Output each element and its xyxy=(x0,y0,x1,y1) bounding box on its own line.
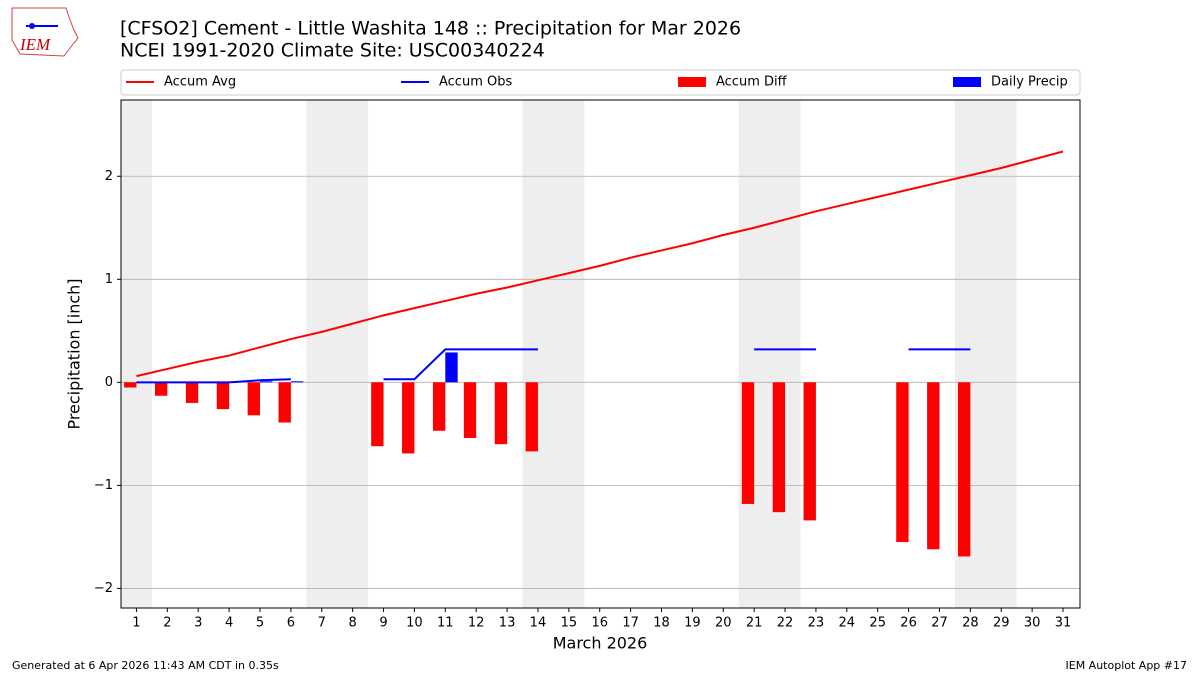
x-tick-label: 2 xyxy=(163,616,171,631)
x-tick-label: 27 xyxy=(931,616,948,631)
y-axis-label: Precipitation [inch] xyxy=(65,278,84,429)
x-tick-label: 30 xyxy=(1024,616,1041,631)
bar xyxy=(247,382,260,416)
x-tick-label: 6 xyxy=(287,616,295,631)
legend-swatch xyxy=(678,77,706,87)
x-axis-label: March 2026 xyxy=(553,634,648,653)
x-tick-label: 9 xyxy=(379,616,387,631)
x-tick-label: 5 xyxy=(256,616,264,631)
shaded-day xyxy=(121,100,152,608)
x-tick-label: 16 xyxy=(591,616,608,631)
logo-text: IEM xyxy=(19,35,51,54)
footer-left: Generated at 6 Apr 2026 11:43 AM CDT in … xyxy=(12,659,279,672)
shaded-day xyxy=(306,100,338,608)
bar xyxy=(371,382,384,447)
shaded-day xyxy=(738,100,770,608)
bar xyxy=(494,382,508,445)
legend-box xyxy=(120,69,1081,96)
y-tick-label: −1 xyxy=(94,478,113,493)
legend-label: Accum Avg xyxy=(164,75,236,90)
x-tick-label: 24 xyxy=(839,616,856,631)
y-tick-label: 0 xyxy=(105,375,113,390)
logo: IEM xyxy=(11,7,79,57)
x-tick-label: 19 xyxy=(684,616,701,631)
shaded-day xyxy=(337,100,369,608)
plot-frame xyxy=(120,99,1081,609)
bar xyxy=(803,382,816,521)
bar xyxy=(259,381,273,383)
footer-right: IEM Autoplot App #17 xyxy=(1066,659,1188,672)
bar xyxy=(154,382,168,396)
bar xyxy=(432,382,446,431)
shaded-day xyxy=(553,100,585,608)
x-tick-label: 3 xyxy=(194,616,202,631)
legend: Accum Avg Accum Obs Accum Diff Daily Precip xyxy=(120,69,1081,96)
x-tick-label: 26 xyxy=(900,616,917,631)
x-tick-label: 13 xyxy=(499,616,516,631)
x-tick-label: 28 xyxy=(962,616,979,631)
x-tick-label: 11 xyxy=(437,616,454,631)
chart-title: [CFSO2] Cement - Little Washita 148 :: P… xyxy=(120,18,741,40)
x-tick-label: 12 xyxy=(468,616,485,631)
x-tick-label: 21 xyxy=(746,616,763,631)
bar xyxy=(958,382,971,557)
line xyxy=(136,348,971,384)
legend-label: Accum Diff xyxy=(716,75,788,90)
bar xyxy=(402,382,415,454)
x-tick-label: 17 xyxy=(622,616,639,631)
bar xyxy=(927,382,940,550)
bar xyxy=(445,352,458,383)
x-tick-label: 23 xyxy=(808,616,825,631)
x-tick-label: 10 xyxy=(406,616,423,631)
x-tick-label: 4 xyxy=(225,616,233,631)
bar xyxy=(772,382,786,513)
x-tick-label: 14 xyxy=(530,616,547,631)
x-tick-label: 25 xyxy=(869,616,886,631)
bar xyxy=(525,382,538,452)
chart-subtitle: NCEI 1991-2020 Climate Site: USC00340224 xyxy=(120,40,545,62)
x-tick-label: 20 xyxy=(715,616,732,631)
x-tick-label: 22 xyxy=(777,616,794,631)
legend-label: Accum Obs xyxy=(439,75,512,90)
y-tick-label: 1 xyxy=(105,272,113,287)
bar xyxy=(124,382,137,388)
x-tick-label: 15 xyxy=(561,616,578,631)
bar xyxy=(896,382,909,543)
x-tick-label: 18 xyxy=(653,616,670,631)
bar xyxy=(216,382,230,410)
shaded-day xyxy=(985,100,1017,608)
x-tick-label: 31 xyxy=(1055,616,1072,631)
bar xyxy=(290,381,304,383)
bar xyxy=(278,382,291,423)
y-tick-label: 2 xyxy=(105,169,113,184)
x-tick-label: 29 xyxy=(993,616,1010,631)
bar xyxy=(185,382,199,403)
bar xyxy=(741,382,755,504)
x-tick-label: 1 xyxy=(132,616,140,631)
shaded-day xyxy=(522,100,554,608)
x-tick-label: 8 xyxy=(349,616,357,631)
x-tick-label: 7 xyxy=(318,616,326,631)
bar xyxy=(463,382,477,438)
legend-swatch xyxy=(953,77,981,87)
legend-label: Daily Precip xyxy=(991,75,1068,90)
line xyxy=(136,150,1064,378)
shaded-day xyxy=(769,100,801,608)
logo-outline xyxy=(11,7,79,57)
y-tick-label: −2 xyxy=(94,581,113,596)
